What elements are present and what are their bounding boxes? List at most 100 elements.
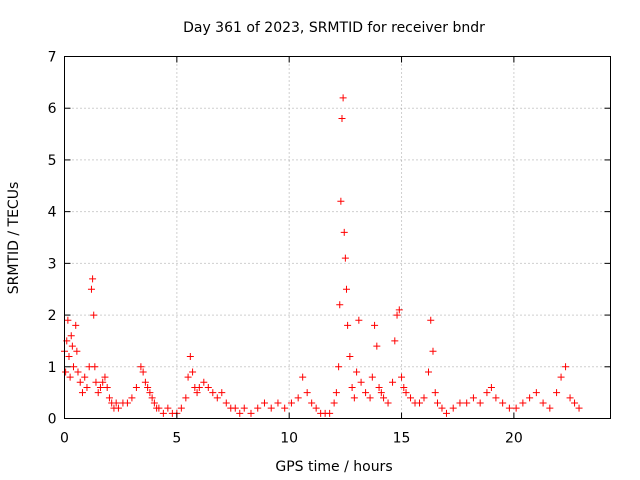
data-point bbox=[384, 399, 392, 407]
data-point bbox=[346, 352, 354, 360]
data-point bbox=[112, 399, 120, 407]
data-point bbox=[402, 389, 410, 397]
data-point bbox=[287, 399, 295, 407]
data-point bbox=[83, 383, 91, 391]
data-point bbox=[512, 404, 520, 412]
data-point bbox=[105, 394, 113, 402]
data-point bbox=[209, 389, 217, 397]
y-tick-label: 6 bbox=[48, 101, 57, 117]
data-point bbox=[254, 404, 262, 412]
data-point bbox=[425, 368, 432, 376]
data-point bbox=[340, 228, 348, 236]
data-point bbox=[69, 363, 77, 371]
data-point bbox=[94, 389, 102, 397]
data-point bbox=[427, 316, 435, 324]
data-point bbox=[139, 368, 147, 376]
data-point bbox=[101, 373, 109, 381]
data-point bbox=[557, 373, 565, 381]
data-point bbox=[431, 389, 439, 397]
data-point bbox=[204, 383, 212, 391]
data-point bbox=[429, 347, 437, 355]
y-tick-label: 5 bbox=[48, 153, 57, 169]
data-point bbox=[456, 399, 464, 407]
data-point bbox=[195, 383, 203, 391]
data-point bbox=[303, 389, 311, 397]
data-point bbox=[337, 197, 345, 205]
data-point bbox=[335, 363, 343, 371]
data-point bbox=[299, 373, 307, 381]
data-point bbox=[200, 378, 208, 386]
data-point bbox=[442, 409, 450, 417]
data-point bbox=[90, 311, 98, 319]
y-tick-label: 0 bbox=[48, 412, 57, 428]
data-point bbox=[342, 285, 350, 293]
data-point bbox=[92, 378, 100, 386]
data-point bbox=[449, 404, 457, 412]
data-point bbox=[132, 383, 140, 391]
y-tick-labels: 0 1 2 3 4 5 6 7 bbox=[48, 50, 57, 428]
data-point bbox=[350, 394, 358, 402]
data-point bbox=[353, 368, 361, 376]
data-point bbox=[398, 373, 406, 381]
plot-frame bbox=[64, 56, 611, 419]
data-point bbox=[526, 394, 534, 402]
data-point bbox=[91, 363, 99, 371]
data-point bbox=[469, 394, 477, 402]
data-point bbox=[492, 394, 500, 402]
x-axis-label: GPS time / hours bbox=[275, 459, 392, 475]
data-point bbox=[391, 337, 399, 345]
data-point bbox=[281, 404, 289, 412]
data-point bbox=[393, 311, 401, 319]
data-point bbox=[562, 363, 570, 371]
data-point bbox=[519, 399, 527, 407]
data-point bbox=[539, 399, 547, 407]
data-point bbox=[184, 373, 192, 381]
data-point bbox=[438, 404, 446, 412]
data-point bbox=[380, 394, 388, 402]
data-point bbox=[218, 389, 226, 397]
data-point bbox=[67, 332, 75, 340]
data-point bbox=[193, 389, 201, 397]
grid-lines bbox=[64, 56, 611, 419]
data-point bbox=[68, 342, 76, 350]
data-point bbox=[355, 316, 363, 324]
axis-ticks bbox=[64, 56, 611, 419]
data-point bbox=[150, 399, 158, 407]
data-point bbox=[103, 383, 111, 391]
y-tick-label: 1 bbox=[48, 360, 57, 376]
data-point bbox=[182, 394, 190, 402]
data-point bbox=[338, 115, 346, 123]
y-tick-label: 2 bbox=[48, 308, 57, 324]
data-point bbox=[395, 306, 403, 314]
data-point bbox=[330, 399, 338, 407]
x-tick-label: 10 bbox=[280, 431, 298, 447]
data-point bbox=[362, 389, 370, 397]
data-point bbox=[339, 94, 347, 102]
data-point bbox=[571, 399, 579, 407]
data-point bbox=[373, 342, 381, 350]
data-point bbox=[371, 321, 379, 329]
data-point bbox=[189, 368, 197, 376]
data-point bbox=[231, 404, 239, 412]
data-point bbox=[532, 389, 540, 397]
data-point bbox=[96, 383, 104, 391]
y-tick-label: 3 bbox=[48, 256, 57, 272]
data-point bbox=[326, 409, 334, 417]
x-tick-label: 0 bbox=[60, 431, 69, 447]
data-point bbox=[78, 389, 86, 397]
data-point bbox=[348, 383, 356, 391]
data-point bbox=[155, 404, 163, 412]
data-point bbox=[177, 404, 185, 412]
data-point bbox=[368, 373, 376, 381]
data-point bbox=[141, 378, 149, 386]
data-point bbox=[267, 404, 275, 412]
data-point bbox=[400, 383, 408, 391]
data-point bbox=[389, 378, 397, 386]
data-point bbox=[144, 383, 152, 391]
x-tick-label: 15 bbox=[393, 431, 411, 447]
data-point bbox=[332, 389, 340, 397]
data-points bbox=[61, 94, 583, 417]
data-point bbox=[164, 404, 172, 412]
x-tick-labels: 0 5 10 15 20 bbox=[60, 431, 523, 447]
data-point bbox=[546, 404, 554, 412]
